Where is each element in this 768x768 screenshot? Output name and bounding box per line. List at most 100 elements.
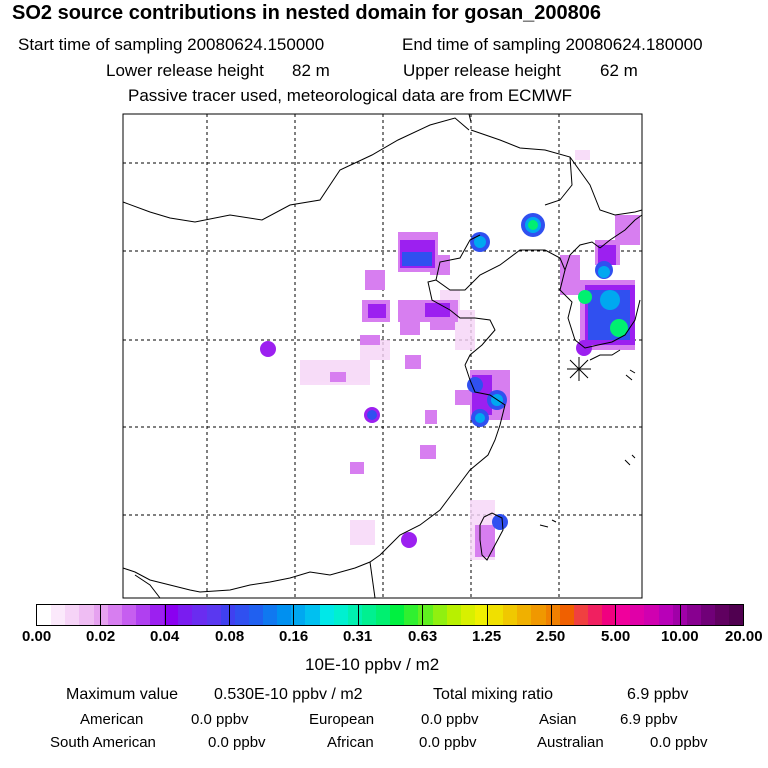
colorbar-swatch (319, 605, 334, 625)
region-name: African (327, 734, 374, 751)
colorbar-swatch (277, 605, 292, 625)
contribution-map (122, 113, 643, 599)
colorbar-swatch (729, 605, 744, 625)
total-mixing-label: Total mixing ratio (433, 686, 554, 703)
colorbar-swatch (630, 605, 645, 625)
colorbar-swatch (686, 605, 701, 625)
colorbar-swatch (164, 605, 179, 625)
lower-release-value: 82 m (292, 61, 330, 80)
colorbar-tick-label: 1.25 (472, 628, 502, 645)
tracer-note: Passive tracer used, meteorological data… (128, 86, 573, 105)
colorbar-divider (422, 604, 423, 626)
region-name: Asian (539, 711, 577, 728)
colorbar-swatch (234, 605, 249, 625)
colorbar-swatch (559, 605, 574, 625)
colorbar-swatch (390, 605, 405, 625)
colorbar-swatch (135, 605, 150, 625)
colorbar-swatch (715, 605, 730, 625)
colorbar-swatch (658, 605, 673, 625)
colorbar-swatch (432, 605, 447, 625)
colorbar-divider (551, 604, 552, 626)
start-time: Start time of sampling 20080624.150000 (18, 35, 325, 54)
region-value: 0.0 ppbv (419, 734, 477, 751)
colorbar-swatch (178, 605, 193, 625)
receptor-marker (567, 357, 591, 381)
colorbar-swatch (602, 605, 617, 625)
colorbar-divider (229, 604, 230, 626)
colorbar-swatch (121, 605, 136, 625)
max-value: 0.530E-10 ppbv / m2 (214, 686, 363, 703)
page-title: SO2 source contributions in nested domai… (12, 2, 602, 24)
colorbar-tick-label: 0.63 (408, 628, 438, 645)
colorbar-swatch (489, 605, 504, 625)
coastlines (122, 113, 643, 599)
colorbar-tick-label: 0.00 (22, 628, 52, 645)
colorbar-swatch (644, 605, 659, 625)
colorbar-tick-label: 2.50 (536, 628, 566, 645)
colorbar-swatch (220, 605, 235, 625)
colorbar-swatch (474, 605, 489, 625)
colorbar-swatch (545, 605, 560, 625)
colorbar-tick-label: 0.04 (150, 628, 180, 645)
max-value-label: Maximum value (66, 686, 179, 703)
colorbar-divider (358, 604, 359, 626)
colorbar-swatch (376, 605, 391, 625)
colorbar-swatch (37, 605, 52, 625)
colorbar-swatch (65, 605, 80, 625)
colorbar-divider (293, 604, 294, 626)
region-name: South American (50, 734, 156, 751)
colorbar-tick-label: 0.02 (86, 628, 116, 645)
region-name: European (309, 711, 375, 728)
colorbar-swatch (150, 605, 165, 625)
end-time: End time of sampling 20080624.180000 (402, 35, 703, 54)
colorbar-swatch (446, 605, 461, 625)
lat-lon-grid (123, 114, 642, 598)
region-name: American (80, 711, 144, 728)
colorbar-swatch (333, 605, 348, 625)
region-value: 0.0 ppbv (650, 734, 708, 751)
colorbar-swatch (616, 605, 631, 625)
colorbar-swatch (460, 605, 475, 625)
colorbar-swatch (263, 605, 278, 625)
colorbar-divider (165, 604, 166, 626)
colorbar-swatch (107, 605, 122, 625)
colorbar-swatch (404, 605, 419, 625)
region-value: 0.0 ppbv (208, 734, 266, 751)
colorbar-swatch (347, 605, 362, 625)
colorbar-swatch (206, 605, 221, 625)
colorbar (36, 604, 744, 626)
colorbar-swatch (51, 605, 66, 625)
colorbar-swatch (587, 605, 602, 625)
colorbar-tick-label: 5.00 (601, 628, 631, 645)
colorbar-tick-label: 10.00 (661, 628, 699, 645)
upper-release-label: Upper release height (403, 61, 561, 80)
colorbar-unit: 10E-10 ppbv / m2 (305, 655, 440, 674)
colorbar-swatch (418, 605, 433, 625)
colorbar-tick-label: 0.16 (279, 628, 309, 645)
colorbar-tick-label: 20.00 (725, 628, 763, 645)
region-name: Australian (537, 734, 604, 751)
colorbar-swatch (79, 605, 94, 625)
colorbar-swatch (192, 605, 207, 625)
colorbar-divider (680, 604, 681, 626)
lower-release-label: Lower release height (106, 61, 264, 80)
region-value: 0.0 ppbv (421, 711, 479, 728)
colorbar-tick-label: 0.08 (215, 628, 245, 645)
total-mixing-value: 6.9 ppbv (627, 686, 689, 703)
region-value: 6.9 ppbv (620, 711, 678, 728)
colorbar-swatch (305, 605, 320, 625)
colorbar-swatch (531, 605, 546, 625)
colorbar-divider (615, 604, 616, 626)
colorbar-swatch (291, 605, 306, 625)
colorbar-tick-label: 0.31 (343, 628, 373, 645)
colorbar-swatch (517, 605, 532, 625)
colorbar-swatch (361, 605, 376, 625)
colorbar-swatch (248, 605, 263, 625)
colorbar-divider (487, 604, 488, 626)
colorbar-swatch (700, 605, 715, 625)
colorbar-swatch (573, 605, 588, 625)
colorbar-swatch (503, 605, 518, 625)
colorbar-swatch (672, 605, 687, 625)
colorbar-divider (100, 604, 101, 626)
region-value: 0.0 ppbv (191, 711, 249, 728)
